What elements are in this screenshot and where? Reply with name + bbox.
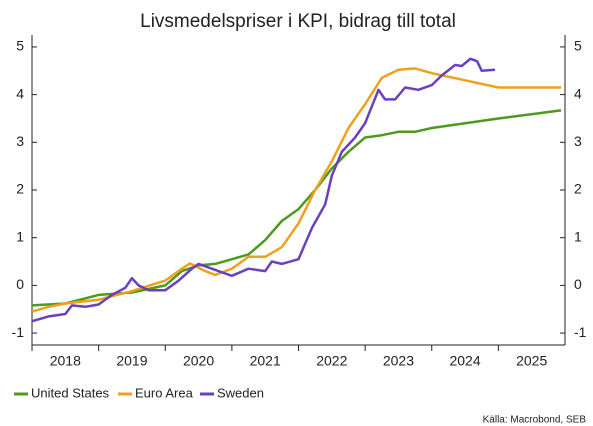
y-tick-label: 2 [16, 181, 24, 197]
y2-tick-label: 5 [574, 38, 582, 54]
legend-label: Euro Area [135, 385, 194, 400]
y-tick-label: -1 [12, 324, 25, 340]
source: Källa: Macrobond, SEB [483, 415, 587, 426]
y2-tick-label: -1 [574, 324, 587, 340]
x-tick-label: 2018 [50, 353, 81, 369]
x-tick-label: 2022 [316, 353, 347, 369]
line-series [31, 67, 561, 313]
y-tick-label: 0 [16, 276, 24, 292]
x-tick-label: 2019 [116, 353, 147, 369]
x-tick-label: 2025 [516, 353, 547, 369]
x-tick-label: 2020 [183, 353, 214, 369]
chart-title: Livsmedelspriser i KPI, bidrag till tota… [140, 11, 456, 32]
y-tick-label: 3 [16, 133, 24, 149]
y2-tick-label: 0 [574, 276, 582, 292]
y2-tick-label: 2 [574, 181, 582, 197]
y2-tick-label: 1 [574, 228, 582, 244]
legend-label: Sweden [217, 385, 264, 400]
y2-tick-label: 4 [574, 85, 582, 101]
line-series [31, 109, 562, 307]
x-tick-label: 2024 [449, 353, 480, 369]
x-tick-label: 2023 [383, 353, 414, 369]
x-tick-label: 2021 [250, 353, 281, 369]
y2-tick-label: 3 [574, 133, 582, 149]
line-series [31, 57, 496, 323]
legend-label: United States [31, 385, 110, 400]
y-tick-label: 1 [16, 228, 24, 244]
y-tick-label: 5 [16, 38, 24, 54]
y-tick-label: 4 [16, 85, 24, 101]
